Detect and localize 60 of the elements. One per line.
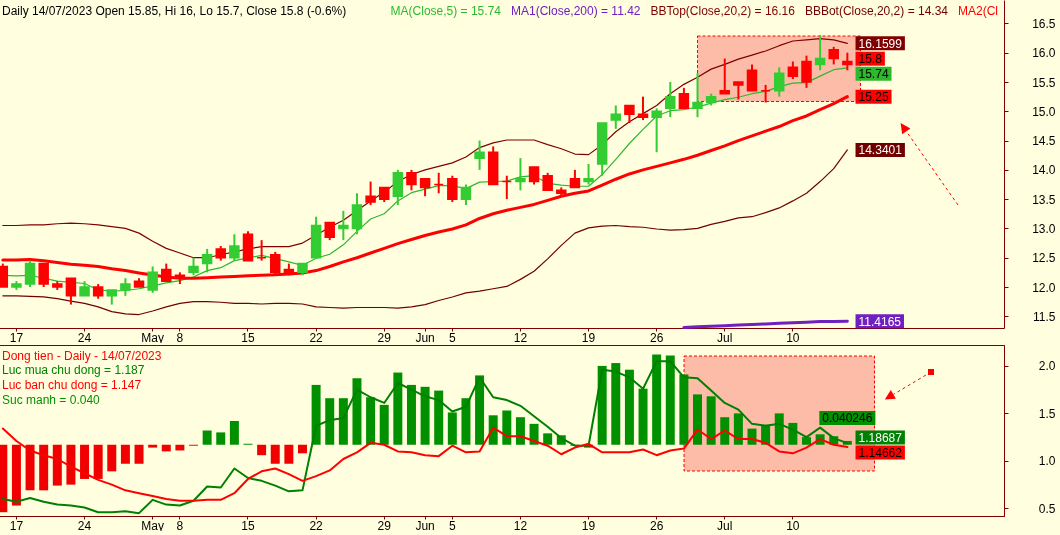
x-tick-label: 10 [786,518,800,533]
y-tick-label: 12.0 [1032,280,1056,295]
x-tick-label: 15 [241,330,255,345]
text: MA(Close,5) = 15.74 [390,3,502,18]
x-tick-label: 8 [176,330,184,345]
chart-title: Dong tien - Daily - 14/07/2023 [2,348,162,363]
data-label: 14.3401 [858,143,903,158]
data-label: 15.25 [858,90,889,105]
text: BBBot(Close,20,2) = 14.34 [804,3,949,18]
y-tick-label: 12.5 [1032,251,1056,266]
series-label: BBTop(Close,20,2) = 16.16 [650,3,796,18]
data-label: 15.74 [858,67,889,82]
text: Suc manh = 0.040 [2,393,101,407]
data-label: 16.1599 [858,36,903,51]
y-tick-label: 13.0 [1032,221,1056,236]
text: 15.8 [858,52,882,67]
x-tick-label: 15 [241,518,255,533]
x-tick-label: 24 [77,518,92,533]
x-tick-label: 29 [377,518,392,533]
data-label: 11.4165 [858,314,902,329]
text: MA2(Cl [958,3,999,18]
y-tick-label: 14.0 [1032,163,1056,178]
x-tick-label: 17 [9,518,24,533]
data-label: 1.18687 [858,431,903,446]
y-tick-label: 15.5 [1032,75,1056,90]
x-tick-label: 24 [77,330,92,345]
x-tick-label: 12 [513,518,528,533]
y-tick-label: 1.0 [1038,454,1056,469]
text: Luc mua chu dong = 1.187 [2,363,145,377]
y-tick-label: 13.5 [1032,192,1056,207]
x-tick-label: 26 [649,330,664,345]
y-tick-label: 16.5 [1032,16,1056,31]
x-tick-label: 5 [448,330,456,345]
x-tick-label: 12 [513,330,528,345]
text: MA1(Close,200) = 11.42 [510,3,641,18]
x-tick-label: 26 [649,518,664,533]
y-tick-label: 16.0 [1032,46,1056,61]
data-label: 1.14662 [858,446,903,461]
x-tick-label: 22 [309,518,324,533]
text: Luc ban chu dong = 1.147 [2,378,142,392]
data-label: 0.040246 [822,411,873,426]
y-tick-label: 15.0 [1032,104,1056,119]
chart-title: Daily 14/07/2023 Open 15.85, Hi 16, Lo 15.7, Close 15.8 (-0.6%) [2,3,347,18]
x-tick-label: 5 [448,518,456,533]
x-tick-label: Jun [415,518,435,533]
x-tick-label: 10 [786,330,800,345]
x-tick-label: Jul [717,518,733,533]
y-tick-label: 2.0 [1038,359,1056,374]
y-tick-label: 1.5 [1038,406,1056,421]
x-tick-label: Jun [415,330,435,345]
x-tick-label: Jul [717,330,733,345]
x-tick-label: 17 [9,330,24,345]
y-tick-label: 11.5 [1033,309,1056,324]
x-tick-label: 22 [309,330,324,345]
x-tick-label: 8 [176,518,184,533]
y-tick-label: 14.5 [1032,134,1056,149]
y-tick-label: 0.5 [1038,501,1056,516]
x-tick-label: 29 [377,330,392,345]
x-tick-label: 19 [581,518,596,533]
x-tick-label: 19 [581,330,596,345]
